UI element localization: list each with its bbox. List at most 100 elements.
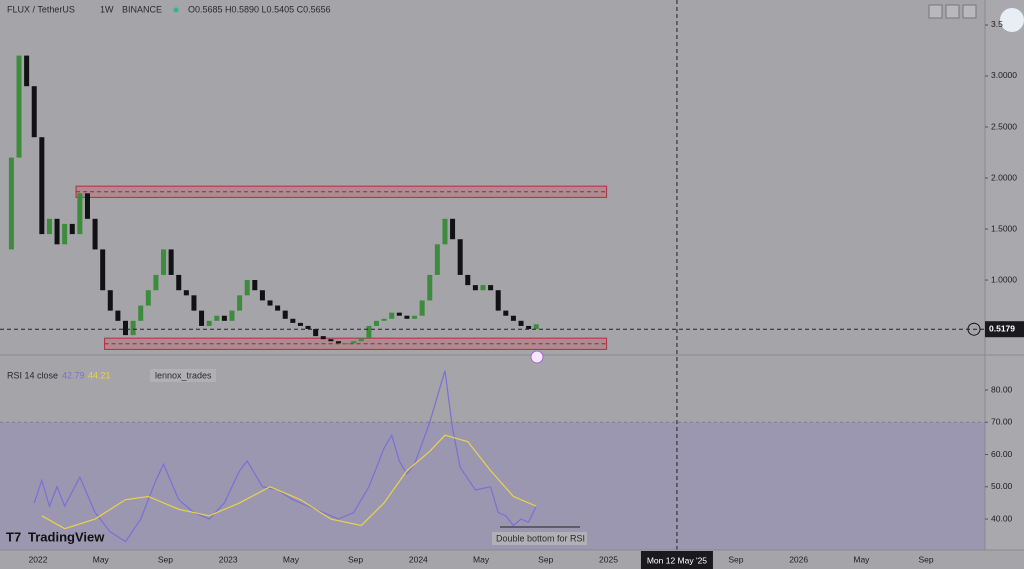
watermark: TradingView bbox=[28, 529, 105, 544]
candle bbox=[229, 310, 235, 321]
candle bbox=[100, 249, 106, 291]
x-tick-label: 2025 bbox=[599, 554, 618, 564]
y-tick-label: 80.00 bbox=[991, 384, 1013, 394]
candle bbox=[343, 343, 349, 345]
status-dot bbox=[173, 7, 179, 13]
candle bbox=[328, 339, 334, 342]
toolbar-button[interactable] bbox=[928, 4, 943, 19]
x-tick-label: 2023 bbox=[219, 554, 238, 564]
candle bbox=[465, 274, 471, 286]
candle bbox=[526, 325, 532, 329]
candle bbox=[176, 274, 182, 291]
watermark-logo: T7 bbox=[6, 529, 21, 544]
candle bbox=[320, 336, 326, 340]
candle bbox=[510, 315, 516, 321]
candle bbox=[313, 328, 319, 337]
candle bbox=[396, 312, 402, 316]
y-tick-label: 60.00 bbox=[991, 449, 1013, 459]
candle bbox=[39, 137, 45, 235]
x-tick-label: May bbox=[283, 554, 300, 564]
symbol: FLUX / TetherUS bbox=[7, 4, 75, 14]
candle bbox=[335, 341, 341, 344]
candle bbox=[183, 290, 189, 296]
candle bbox=[495, 290, 501, 311]
candle bbox=[305, 325, 311, 329]
candle bbox=[69, 223, 75, 235]
candle bbox=[16, 55, 22, 158]
candle bbox=[138, 305, 144, 321]
candle bbox=[503, 310, 509, 316]
candle bbox=[381, 318, 387, 321]
price-axis bbox=[985, 0, 1024, 550]
y-tick-label: 70.00 bbox=[991, 417, 1013, 427]
candle bbox=[412, 315, 418, 319]
exchange: BINANCE bbox=[122, 4, 162, 14]
candle bbox=[389, 312, 395, 319]
event-icon[interactable] bbox=[530, 350, 544, 364]
y-tick-label: 3.0000 bbox=[991, 70, 1017, 80]
annotation-box bbox=[492, 532, 587, 545]
x-tick-label: 2022 bbox=[29, 554, 48, 564]
lens-button[interactable] bbox=[1000, 8, 1024, 32]
x-tick-label: Sep bbox=[918, 554, 933, 564]
candle bbox=[8, 157, 14, 250]
candle bbox=[282, 310, 288, 319]
candle bbox=[457, 239, 463, 275]
ohlc: O0.5685 H0.5890 L0.5405 C0.5656 bbox=[188, 4, 331, 14]
candle bbox=[24, 55, 30, 87]
x-tick-label: Sep bbox=[728, 554, 743, 564]
toolbar-button[interactable] bbox=[962, 4, 977, 19]
candle bbox=[77, 193, 83, 235]
candle bbox=[434, 244, 440, 275]
ma-value: 44.21 bbox=[88, 370, 111, 380]
rsi-band bbox=[0, 422, 985, 550]
zone bbox=[104, 337, 608, 350]
candle bbox=[168, 249, 174, 275]
x-tick-label: May bbox=[93, 554, 110, 564]
candle bbox=[62, 223, 68, 245]
candle bbox=[191, 295, 197, 311]
time-label: Mon 12 May '25 bbox=[647, 555, 707, 565]
candle bbox=[366, 325, 372, 339]
candle bbox=[427, 274, 433, 301]
candle bbox=[145, 290, 151, 306]
candle bbox=[351, 341, 357, 344]
annotation: Double bottom for RSI bbox=[496, 533, 585, 543]
candle bbox=[107, 290, 113, 311]
candle bbox=[275, 305, 281, 311]
toolbar-button[interactable] bbox=[945, 4, 960, 19]
candle bbox=[92, 218, 98, 250]
candle bbox=[419, 300, 425, 316]
candle bbox=[161, 249, 167, 275]
candle bbox=[214, 315, 220, 321]
candle bbox=[290, 318, 296, 323]
add-button[interactable] bbox=[967, 322, 981, 336]
y-tick-label: 1.0000 bbox=[991, 274, 1017, 284]
author-box bbox=[150, 369, 216, 382]
candle bbox=[46, 218, 52, 235]
y-tick-label: 40.00 bbox=[991, 513, 1013, 523]
y-tick-label: 1.5000 bbox=[991, 223, 1017, 233]
series-line bbox=[41, 434, 537, 530]
candle bbox=[130, 320, 136, 336]
candle bbox=[244, 280, 250, 296]
candle bbox=[206, 320, 212, 326]
candle bbox=[199, 310, 205, 326]
x-tick-label: Sep bbox=[348, 554, 363, 564]
rsi-title: RSI 14 close bbox=[7, 370, 58, 380]
price-label-box bbox=[985, 321, 1024, 338]
candle bbox=[54, 218, 60, 245]
y-tick-label: 2.0000 bbox=[991, 172, 1017, 182]
candle bbox=[221, 315, 227, 321]
candle bbox=[267, 300, 273, 306]
x-tick-label: 2024 bbox=[409, 554, 428, 564]
x-tick-label: Sep bbox=[158, 554, 173, 564]
y-tick-label: 50.00 bbox=[991, 481, 1013, 491]
price-label: 0.5179 bbox=[989, 323, 1015, 333]
y-tick-label: 3.5 bbox=[991, 19, 1003, 29]
x-tick-label: May bbox=[853, 554, 870, 564]
candle bbox=[518, 320, 524, 326]
candle bbox=[404, 315, 410, 319]
